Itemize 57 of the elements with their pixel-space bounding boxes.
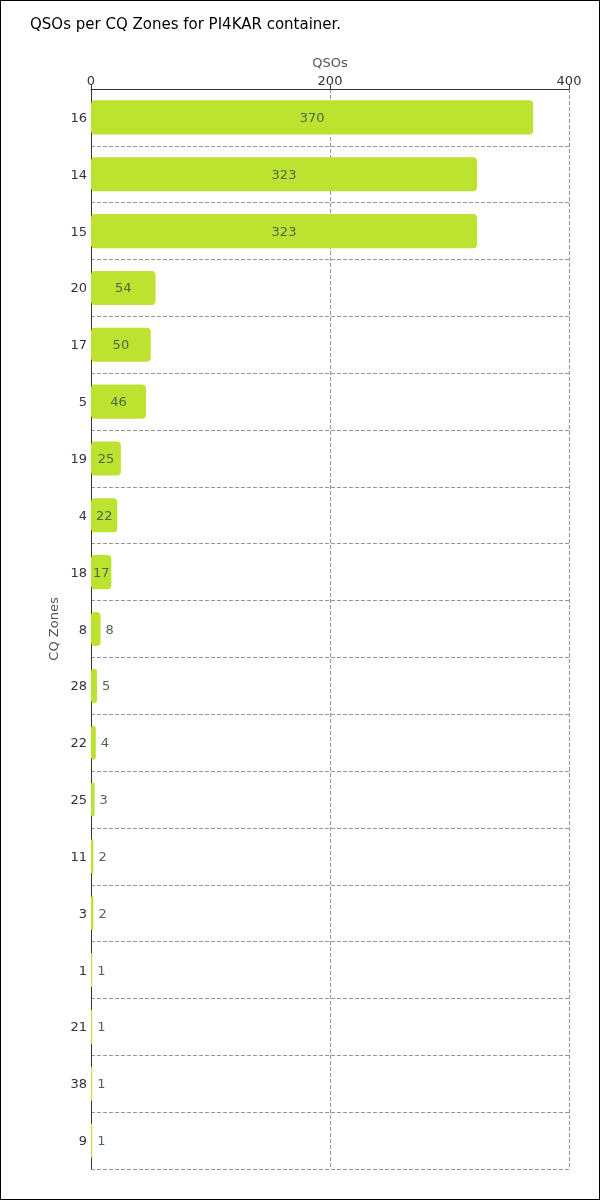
x-tick-label: 0 (86, 73, 96, 88)
y-tick-label: 5 (78, 394, 87, 410)
data-label: 46 (110, 394, 127, 410)
bar (91, 782, 95, 817)
y-tick-label: 15 (70, 223, 87, 239)
data-label: 323 (271, 223, 297, 239)
data-label: 5 (101, 678, 111, 694)
x-tick-label: 400 (556, 73, 582, 88)
data-label: 50 (112, 337, 130, 353)
data-label: 2 (98, 848, 107, 864)
data-label: 8 (105, 621, 114, 637)
y-tick-label: 22 (70, 735, 87, 751)
y-tick-label: 9 (78, 1133, 87, 1149)
bar (91, 157, 477, 192)
bar (91, 668, 97, 703)
y-tick-label: 19 (70, 450, 87, 466)
data-label: 54 (114, 280, 132, 296)
chart-title: QSOs per CQ Zones for PI4KAR container. (30, 14, 342, 33)
y-tick-label: 11 (70, 848, 87, 864)
y-tick-label: 14 (70, 166, 87, 182)
y-tick-label: 38 (70, 1076, 87, 1092)
y-tick-label: 4 (78, 507, 87, 523)
x-axis-title: QSOs (312, 55, 348, 71)
bar (91, 441, 121, 476)
data-label: 4 (100, 735, 110, 751)
y-axis-title: CQ Zones (45, 597, 61, 661)
bar (91, 384, 146, 419)
y-tick-label: 25 (70, 792, 87, 808)
bar (91, 555, 112, 590)
y-tick-label: 20 (70, 280, 87, 296)
bar (91, 611, 101, 647)
bar (91, 100, 534, 135)
data-label: 1 (97, 1076, 106, 1092)
bar (91, 498, 118, 533)
y-tick-label: 17 (70, 337, 87, 353)
bar (91, 270, 156, 305)
data-label: 25 (97, 450, 115, 466)
y-tick-label: 3 (78, 905, 87, 921)
y-tick-label: 8 (78, 621, 87, 637)
data-label: 370 (299, 109, 325, 125)
data-label: 22 (95, 507, 113, 523)
bar (91, 725, 96, 760)
y-tick-label: 1 (78, 962, 87, 978)
data-label: 1 (97, 1019, 106, 1035)
y-tick-label: 21 (70, 1019, 87, 1035)
y-tick-label: 16 (70, 109, 87, 125)
data-label: 17 (92, 564, 110, 580)
bar (91, 214, 477, 249)
data-label: 1 (97, 962, 106, 978)
x-tick-label: 200 (317, 73, 343, 88)
data-label: 3 (99, 792, 108, 808)
data-label: 323 (271, 166, 297, 182)
data-label: 1 (97, 1133, 106, 1149)
y-tick-label: 18 (70, 564, 87, 580)
data-label: 2 (98, 905, 107, 921)
y-tick-label: 28 (70, 678, 87, 694)
bar (91, 327, 151, 362)
